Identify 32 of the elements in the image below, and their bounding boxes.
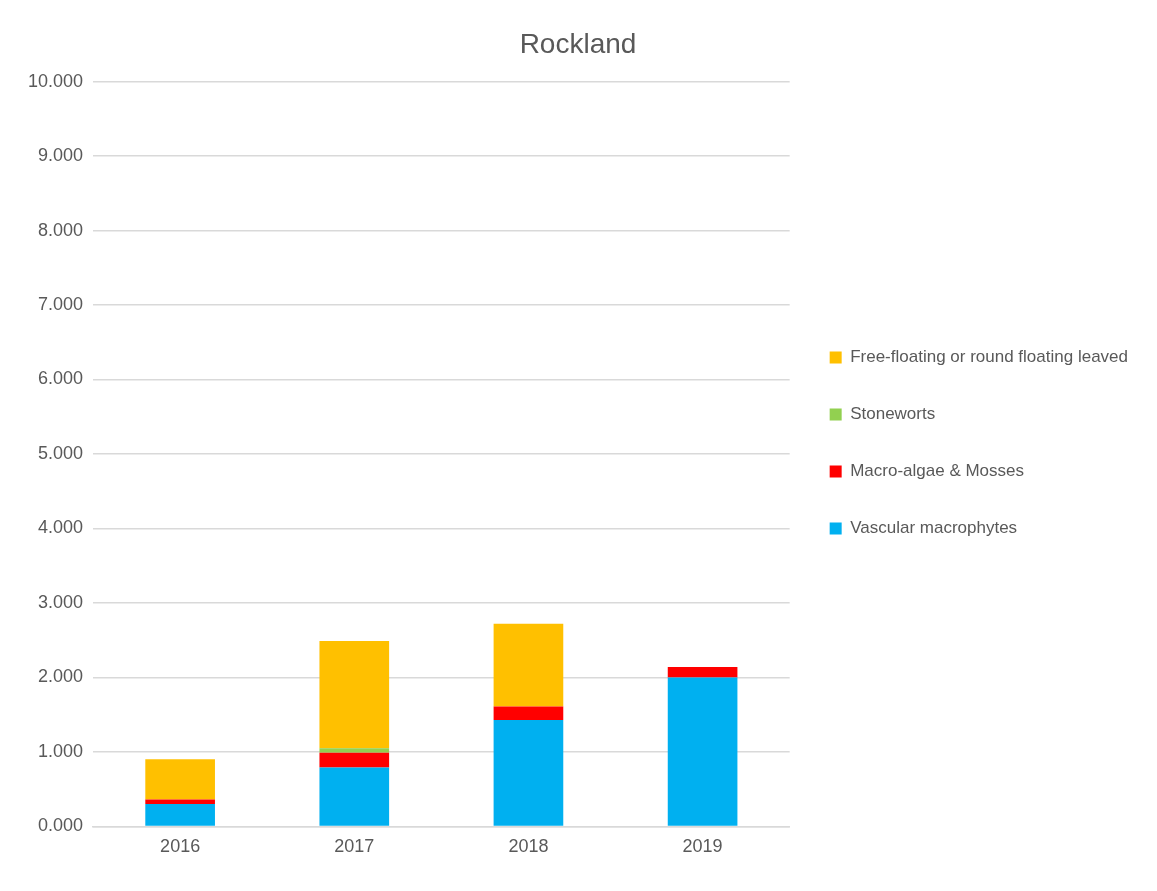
y-tick-label: 1.000: [38, 740, 84, 761]
y-tick-label: 8.000: [38, 219, 84, 240]
bar: [667, 667, 738, 678]
y-tick-label: 10.000: [27, 70, 84, 91]
x-tick-label: 2016: [160, 836, 201, 857]
bar: [319, 640, 390, 749]
bar: [145, 759, 215, 800]
bar: [667, 677, 738, 826]
y-tick-label: 2.000: [38, 666, 84, 687]
x-tick-label: 2017: [334, 836, 375, 857]
x-tick-label: 2018: [508, 836, 549, 857]
bar: [319, 748, 390, 753]
bar: [145, 804, 215, 826]
y-tick-label: 3.000: [38, 591, 84, 612]
y-tick-label: 6.000: [38, 368, 84, 389]
legend-label: Macro-algae & Mosses: [850, 461, 1025, 481]
legend-label: Stoneworts: [850, 404, 936, 424]
legend-label: Vascular macrophytes: [850, 518, 1018, 538]
y-tick-label: 5.000: [38, 442, 84, 463]
bar: [493, 719, 564, 826]
bar: [145, 799, 215, 805]
chart-title: Rockland: [519, 27, 637, 59]
y-tick-label: 4.000: [38, 517, 84, 538]
bar: [319, 752, 390, 768]
bar: [493, 623, 564, 707]
legend-label: Free-floating or round floating leaved: [850, 347, 1129, 367]
y-tick-label: 9.000: [38, 145, 84, 166]
y-tick-label: 7.000: [38, 294, 84, 315]
bar: [493, 706, 564, 720]
y-tick-label: 0.000: [38, 815, 84, 836]
bar: [319, 767, 390, 826]
x-tick-label: 2019: [682, 836, 723, 857]
